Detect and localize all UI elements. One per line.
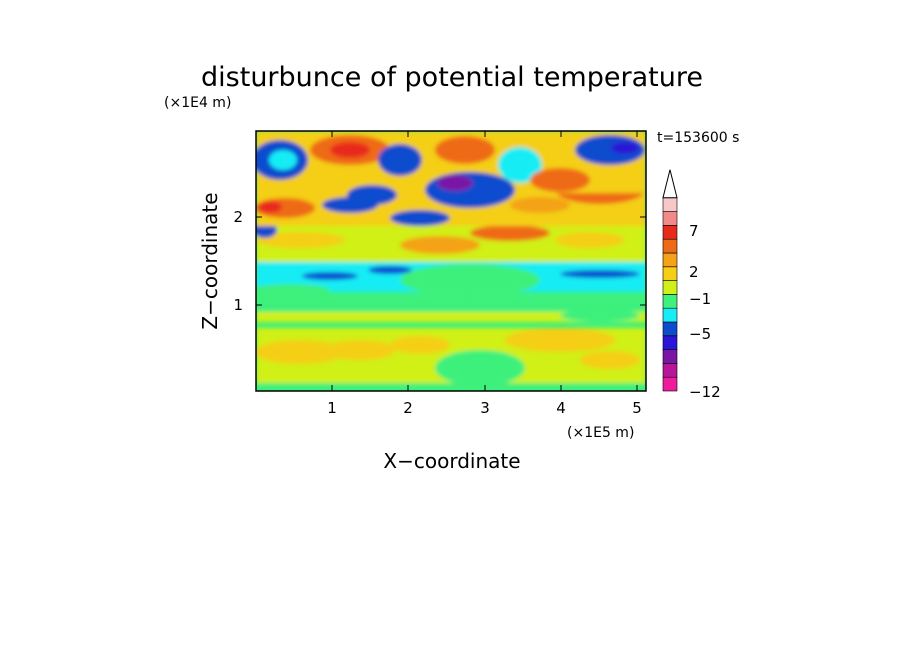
colorbar-swatch: [662, 349, 678, 364]
y-axis-label: Z−coordinate: [198, 192, 222, 329]
x-axis: [331, 131, 638, 391]
colorbar-tick-label: 2: [689, 263, 699, 281]
colorbar-swatch: [662, 376, 678, 392]
x-tick-label: 5: [632, 399, 642, 417]
colorbar-swatch: [662, 197, 678, 212]
colorbar-swatch: [662, 307, 678, 323]
colorbar-swatch: [662, 252, 678, 268]
colorbar-swatch: [662, 335, 678, 350]
colorbar-tick-label: −5: [689, 325, 711, 343]
chart-title: disturbunce of potential temperature: [201, 62, 703, 93]
x-scale-label: (×1E5 m): [567, 425, 634, 441]
colorbar-tick-label: −1: [689, 290, 711, 308]
x-axis-label: X−coordinate: [383, 449, 520, 473]
colorbar-swatch: [662, 321, 678, 337]
y-tick-label: 2: [233, 208, 243, 226]
y-tick-label: 1: [233, 296, 243, 314]
y-scale-label: (×1E4 m): [164, 95, 231, 111]
colorbar-tick-label: 7: [689, 222, 699, 240]
colorbar-swatch: [662, 363, 678, 378]
colorbar-swatch: [662, 211, 678, 226]
colorbar-swatch: [662, 294, 678, 309]
time-label: t=153600 s: [657, 130, 739, 146]
x-tick-label: 3: [480, 399, 490, 417]
x-tick-label: 4: [556, 399, 566, 417]
colorbar-swatch: [662, 280, 678, 295]
x-tick-label: 1: [327, 399, 337, 417]
colorbar-swatch: [662, 225, 678, 240]
colorbar: [662, 169, 678, 392]
x-tick-label: 2: [403, 399, 413, 417]
colorbar-swatch: [662, 266, 678, 281]
colorbar-tick-label: −12: [689, 383, 721, 401]
y-axis: [256, 216, 646, 306]
colorbar-swatch: [662, 238, 678, 254]
plot-frame: [255, 130, 647, 392]
contour-field: [256, 131, 646, 391]
colorbar-extend-arrow: [662, 169, 678, 199]
